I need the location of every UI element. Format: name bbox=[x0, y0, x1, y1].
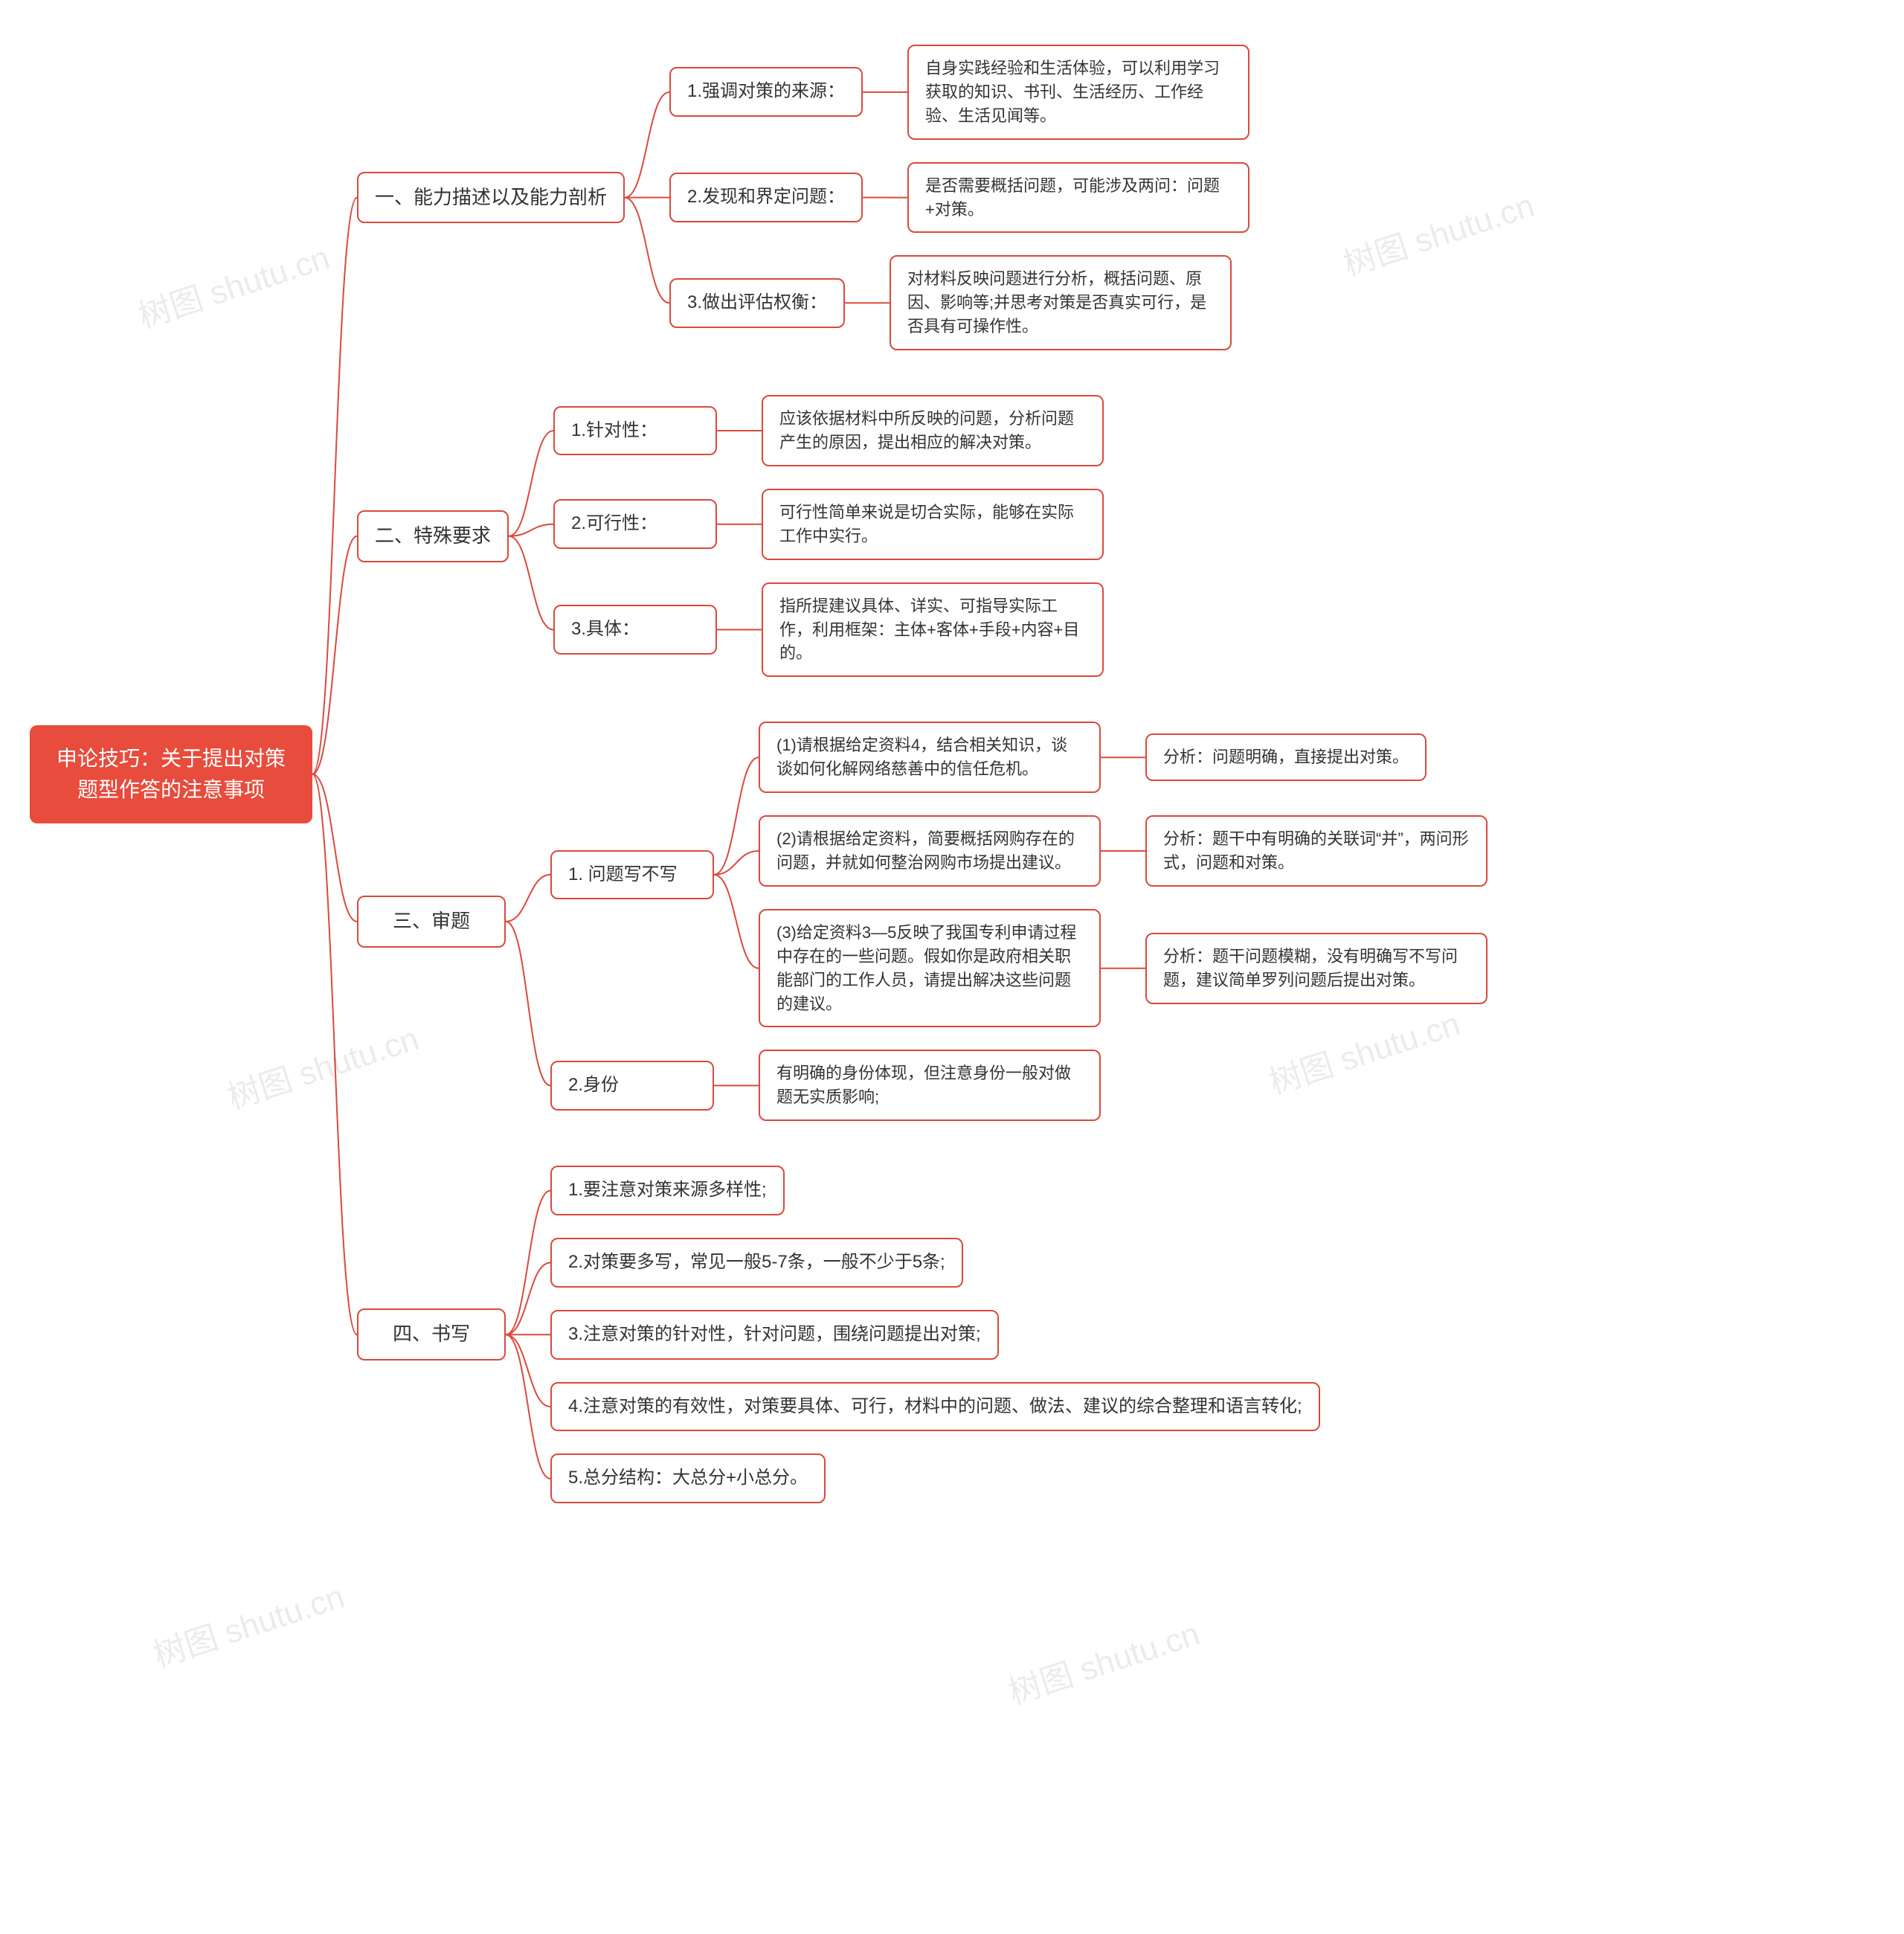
tree-row: 是否需要概括问题，可能涉及两问：问题+对策。 bbox=[907, 162, 1250, 234]
tree-node-lvl3: 自身实践经验和生活体验，可以利用学习获取的知识、书刊、生活经历、工作经验、生活见… bbox=[907, 45, 1250, 140]
branch-row: 四、书写 1.要注意对策来源多样性; 2.对策要多写，常见一般5-7条，一般不少于5… bbox=[357, 1166, 1488, 1503]
children-col: 自身实践经验和生活体验，可以利用学习获取的知识、书刊、生活经历、工作经验、生活见… bbox=[907, 45, 1250, 140]
tree-row: 2.可行性： 可行性简单来说是切合实际，能够在实际工作中实行。 bbox=[553, 489, 1104, 560]
tree-row: (1)请根据给定资料4，结合相关知识，谈谈如何化解网络慈善中的信任危机。分析：问… bbox=[759, 722, 1488, 793]
tree-row: 3.具体： 指所提建议具体、详实、可指导实际工作，利用框架：主体+客体+手段+内容… bbox=[553, 582, 1104, 678]
tree-row: (3)给定资料3—5反映了我国专利申请过程中存在的一些问题。假如你是政府相关职能… bbox=[759, 909, 1488, 1028]
tree-row: 分析：题干问题模糊，没有明确写不写问题，建议简单罗列问题后提出对策。 bbox=[1145, 933, 1488, 1004]
children-col: 分析：题干中有明确的关联词“并”，两问形式，问题和对策。 bbox=[1145, 815, 1488, 887]
children-col: 是否需要概括问题，可能涉及两问：问题+对策。 bbox=[907, 162, 1250, 234]
tree-node-lvl2: 2.发现和界定问题： bbox=[669, 173, 863, 222]
tree-row: 2.发现和界定问题： 是否需要概括问题，可能涉及两问：问题+对策。 bbox=[669, 162, 1250, 234]
tree-node-lvl2: 2.身份 bbox=[550, 1061, 714, 1111]
branches-container: 一、能力描述以及能力剖析 1.强调对策的来源： 自身实践经验和生活体验，可以利用学习… bbox=[357, 45, 1488, 1503]
tree-node-lvl4: 分析：题干中有明确的关联词“并”，两问形式，问题和对策。 bbox=[1145, 815, 1488, 887]
tree-node-lvl2: 2.对策要多写，常见一般5-7条，一般不少于5条; bbox=[550, 1238, 963, 1288]
tree-node-lvl2: 3.做出评估权衡： bbox=[669, 278, 845, 328]
tree-node-lvl3: 对材料反映问题进行分析，概括问题、原因、影响等;并思考对策是否真实可行，是否具有… bbox=[890, 255, 1232, 350]
mindmap-root-container: 申论技巧：关于提出对策题型作答的注意事项 一、能力描述以及能力剖析 1.强调对策的… bbox=[30, 45, 1874, 1503]
tree-node-lvl2: 1. 问题写不写 bbox=[550, 850, 714, 900]
children-col: (1)请根据给定资料4，结合相关知识，谈谈如何化解网络慈善中的信任危机。分析：问… bbox=[759, 722, 1488, 1027]
branch-row: 三、审题 1. 问题写不写 (1)请根据给定资料4，结合相关知识，谈谈如何化解网络慈… bbox=[357, 722, 1488, 1121]
children-col: 1.要注意对策来源多样性; 2.对策要多写，常见一般5-7条，一般不少于5条; 3.… bbox=[550, 1166, 1320, 1503]
tree-row: 可行性简单来说是切合实际，能够在实际工作中实行。 bbox=[762, 489, 1104, 560]
tree-row: 自身实践经验和生活体验，可以利用学习获取的知识、书刊、生活经历、工作经验、生活见… bbox=[907, 45, 1250, 140]
tree-node-lvl3: 有明确的身份体现，但注意身份一般对做题无实质影响; bbox=[759, 1050, 1101, 1121]
tree-node-lvl2: 5.总分结构：大总分+小总分。 bbox=[550, 1453, 826, 1503]
tree-node-lvl3: 是否需要概括问题，可能涉及两问：问题+对策。 bbox=[907, 162, 1250, 234]
tree-node-lvl3: 指所提建议具体、详实、可指导实际工作，利用框架：主体+客体+手段+内容+目的。 bbox=[762, 582, 1104, 678]
children-col: 分析：题干问题模糊，没有明确写不写问题，建议简单罗列问题后提出对策。 bbox=[1145, 933, 1488, 1004]
children-col: 应该依据材料中所反映的问题，分析问题产生的原因，提出相应的解决对策。 bbox=[762, 395, 1104, 466]
branch-row: 二、特殊要求 1.针对性： 应该依据材料中所反映的问题，分析问题产生的原因，提出相应… bbox=[357, 395, 1488, 677]
tree-node-lvl2: 3.注意对策的针对性，针对问题，围绕问题提出对策; bbox=[550, 1310, 999, 1360]
tree-node-lvl1: 二、特殊要求 bbox=[357, 510, 509, 562]
tree-row: 1.针对性： 应该依据材料中所反映的问题，分析问题产生的原因，提出相应的解决对策。 bbox=[553, 395, 1104, 466]
tree-node-lvl3: 可行性简单来说是切合实际，能够在实际工作中实行。 bbox=[762, 489, 1104, 560]
tree-row: 应该依据材料中所反映的问题，分析问题产生的原因，提出相应的解决对策。 bbox=[762, 395, 1104, 466]
tree-node-lvl2: 2.可行性： bbox=[553, 499, 717, 549]
children-col: 分析：问题明确，直接提出对策。 bbox=[1145, 733, 1427, 781]
tree-node-lvl2: 3.具体： bbox=[553, 605, 717, 655]
tree-node-lvl2: 4.注意对策的有效性，对策要具体、可行，材料中的问题、做法、建议的综合整理和语言… bbox=[550, 1382, 1320, 1432]
tree-node-lvl2: 1.要注意对策来源多样性; bbox=[550, 1166, 785, 1215]
children-col: 1. 问题写不写 (1)请根据给定资料4，结合相关知识，谈谈如何化解网络慈善中的信… bbox=[550, 722, 1488, 1121]
watermark: 树图 shutu.cn bbox=[147, 1570, 350, 1676]
children-col: 1.针对性： 应该依据材料中所反映的问题，分析问题产生的原因，提出相应的解决对策。… bbox=[553, 395, 1104, 677]
tree-row: 分析：问题明确，直接提出对策。 bbox=[1145, 733, 1427, 781]
tree-node-lvl1: 一、能力描述以及能力剖析 bbox=[357, 172, 625, 224]
tree-node-lvl3: (3)给定资料3—5反映了我国专利申请过程中存在的一些问题。假如你是政府相关职能… bbox=[759, 909, 1101, 1028]
root-node: 申论技巧：关于提出对策题型作答的注意事项 bbox=[30, 725, 312, 823]
tree-node-lvl1: 三、审题 bbox=[357, 896, 506, 948]
tree-row: 1. 问题写不写 (1)请根据给定资料4，结合相关知识，谈谈如何化解网络慈善中的信… bbox=[550, 722, 1488, 1027]
children-col: 可行性简单来说是切合实际，能够在实际工作中实行。 bbox=[762, 489, 1104, 560]
tree-row: 4.注意对策的有效性，对策要具体、可行，材料中的问题、做法、建议的综合整理和语言… bbox=[550, 1382, 1320, 1432]
tree-node-lvl4: 分析：题干问题模糊，没有明确写不写问题，建议简单罗列问题后提出对策。 bbox=[1145, 933, 1488, 1004]
tree-row: 3.做出评估权衡： 对材料反映问题进行分析，概括问题、原因、影响等;并思考对策是否… bbox=[669, 255, 1250, 350]
tree-row: 分析：题干中有明确的关联词“并”，两问形式，问题和对策。 bbox=[1145, 815, 1488, 887]
tree-node-lvl3: (2)请根据给定资料，简要概括网购存在的问题，并就如何整治网购市场提出建议。 bbox=[759, 815, 1101, 887]
tree-row: 1.强调对策的来源： 自身实践经验和生活体验，可以利用学习获取的知识、书刊、生活经… bbox=[669, 45, 1250, 140]
branch-row: 一、能力描述以及能力剖析 1.强调对策的来源： 自身实践经验和生活体验，可以利用学习… bbox=[357, 45, 1488, 350]
children-col: 对材料反映问题进行分析，概括问题、原因、影响等;并思考对策是否真实可行，是否具有… bbox=[890, 255, 1232, 350]
tree-row: 1.要注意对策来源多样性; bbox=[550, 1166, 1320, 1215]
watermark: 树图 shutu.cn bbox=[1002, 1607, 1205, 1713]
tree-node-lvl2: 1.针对性： bbox=[553, 406, 717, 456]
tree-node-lvl2: 1.强调对策的来源： bbox=[669, 67, 863, 117]
tree-row: 5.总分结构：大总分+小总分。 bbox=[550, 1453, 1320, 1503]
tree-node-lvl3: 应该依据材料中所反映的问题，分析问题产生的原因，提出相应的解决对策。 bbox=[762, 395, 1104, 466]
tree-row: 指所提建议具体、详实、可指导实际工作，利用框架：主体+客体+手段+内容+目的。 bbox=[762, 582, 1104, 678]
tree-node-lvl1: 四、书写 bbox=[357, 1308, 506, 1360]
tree-row: 有明确的身份体现，但注意身份一般对做题无实质影响; bbox=[759, 1050, 1101, 1121]
children-col: 有明确的身份体现，但注意身份一般对做题无实质影响; bbox=[759, 1050, 1101, 1121]
tree-row: 3.注意对策的针对性，针对问题，围绕问题提出对策; bbox=[550, 1310, 1320, 1360]
children-col: 指所提建议具体、详实、可指导实际工作，利用框架：主体+客体+手段+内容+目的。 bbox=[762, 582, 1104, 678]
tree-row: (2)请根据给定资料，简要概括网购存在的问题，并就如何整治网购市场提出建议。分析… bbox=[759, 815, 1488, 887]
tree-node-lvl4: 分析：问题明确，直接提出对策。 bbox=[1145, 733, 1427, 781]
tree-row: 2.对策要多写，常见一般5-7条，一般不少于5条; bbox=[550, 1238, 1320, 1288]
tree-row: 2.身份有明确的身份体现，但注意身份一般对做题无实质影响; bbox=[550, 1050, 1488, 1121]
children-col: 1.强调对策的来源： 自身实践经验和生活体验，可以利用学习获取的知识、书刊、生活经… bbox=[669, 45, 1250, 350]
tree-row: 对材料反映问题进行分析，概括问题、原因、影响等;并思考对策是否真实可行，是否具有… bbox=[890, 255, 1232, 350]
tree-node-lvl3: (1)请根据给定资料4，结合相关知识，谈谈如何化解网络慈善中的信任危机。 bbox=[759, 722, 1101, 793]
